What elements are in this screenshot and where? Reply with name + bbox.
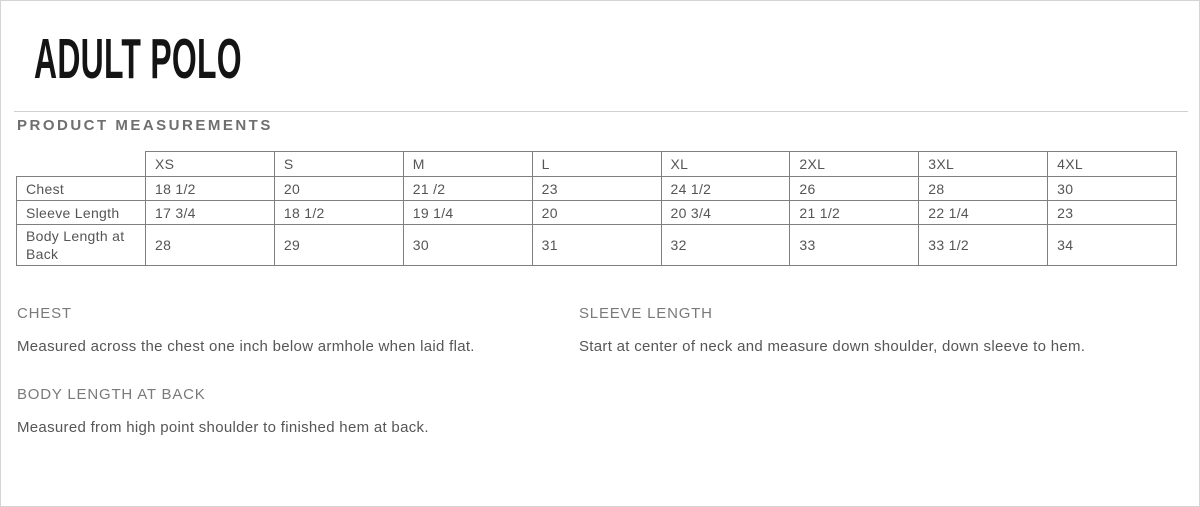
table-row-body-length-at-back: Body Length at Back 28 29 30 31 32 33 33… — [16, 224, 1177, 266]
definition-text: Start at center of neck and measure down… — [579, 338, 1086, 355]
definition-heading: BODY LENGTH AT BACK — [17, 386, 206, 403]
measurement-cell: 17 3/4 — [145, 200, 275, 225]
measurement-cell: 23 — [1047, 200, 1177, 225]
horizontal-divider — [14, 111, 1188, 112]
measurement-cell: 24 1/2 — [660, 176, 791, 201]
size-column-header: M — [402, 151, 533, 177]
measurement-cell: 19 1/4 — [402, 200, 533, 225]
measurement-cell: 20 3/4 — [660, 200, 791, 225]
measurement-cell: 34 — [1047, 224, 1177, 266]
measurement-cell: 28 — [918, 176, 1049, 201]
row-label: Chest — [16, 176, 146, 201]
measurement-cell: 29 — [273, 224, 404, 266]
row-label: Body Length at Back — [16, 224, 146, 266]
definition-heading: CHEST — [17, 305, 72, 322]
measurement-cell: 32 — [660, 224, 791, 266]
size-column-header: 3XL — [918, 151, 1049, 177]
measurement-cell: 21 /2 — [402, 176, 533, 201]
section-heading-product-measurements: PRODUCT MEASUREMENTS — [17, 117, 273, 134]
size-column-header: S — [273, 151, 404, 177]
definition-chest: CHEST Measured across the chest one inch… — [17, 304, 579, 363]
measurement-cell: 30 — [1047, 176, 1177, 201]
measurement-cell: 33 1/2 — [918, 224, 1049, 266]
measurement-cell: 20 — [273, 176, 404, 201]
measurement-cell: 30 — [402, 224, 533, 266]
size-column-header: XL — [660, 151, 791, 177]
row-label: Sleeve Length — [16, 200, 146, 225]
table-row-chest: Chest 18 1/2 20 21 /2 23 24 1/2 26 28 30 — [16, 176, 1177, 201]
size-measurements-table: XS S M L XL 2XL 3XL 4XL Chest 18 1/2 20 … — [16, 151, 1177, 266]
definition-body-length-at-back: BODY LENGTH AT BACK Measured from high p… — [17, 385, 579, 444]
measurement-cell: 33 — [789, 224, 920, 266]
measurement-cell: 23 — [531, 176, 662, 201]
definition-sleeve-length: SLEEVE LENGTH Start at center of neck an… — [579, 304, 1119, 363]
size-column-header: 2XL — [789, 151, 920, 177]
table-row-sleeve-length: Sleeve Length 17 3/4 18 1/2 19 1/4 20 20… — [16, 200, 1177, 225]
measurement-cell: 22 1/4 — [918, 200, 1049, 225]
definition-text: Measured across the chest one inch below… — [17, 338, 475, 355]
measurement-cell: 21 1/2 — [789, 200, 920, 225]
size-column-header: XS — [145, 151, 275, 177]
definition-text: Measured from high point shoulder to fin… — [17, 419, 429, 436]
measurement-cell: 31 — [531, 224, 662, 266]
measurement-cell: 20 — [531, 200, 662, 225]
size-column-header: L — [531, 151, 662, 177]
measurement-cell: 18 1/2 — [145, 176, 275, 201]
measurement-cell: 26 — [789, 176, 920, 201]
page-title: ADULT POLO — [34, 27, 242, 91]
measurement-cell: 28 — [145, 224, 275, 266]
size-column-header: 4XL — [1047, 151, 1177, 177]
table-corner-cell — [17, 152, 146, 177]
definition-heading: SLEEVE LENGTH — [579, 305, 713, 322]
table-header-row: XS S M L XL 2XL 3XL 4XL — [17, 151, 1177, 177]
measurement-definitions: CHEST Measured across the chest one inch… — [17, 304, 1187, 444]
measurement-cell: 18 1/2 — [273, 200, 404, 225]
